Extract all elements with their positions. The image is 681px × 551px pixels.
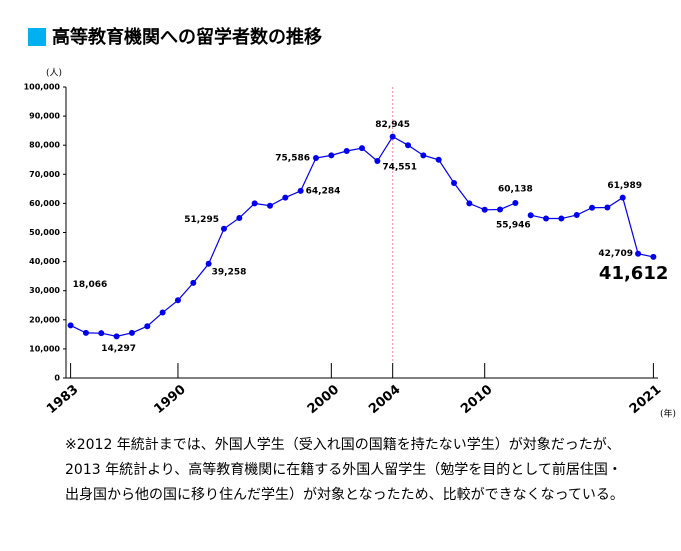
title-marker [28, 28, 46, 46]
data-point [98, 330, 105, 337]
note-line: 2013 年統計より、高等教育機関に在籍する外国人留学生（勉学を目的として前居住… [65, 461, 622, 478]
data-label: 75,586 [275, 154, 310, 164]
data-point [82, 329, 89, 336]
data-point [251, 200, 258, 207]
y-tick-label: 90,000 [29, 112, 60, 121]
data-point [635, 250, 642, 257]
data-point [297, 187, 304, 194]
y-tick-label: 10,000 [29, 344, 60, 353]
data-point [374, 158, 381, 165]
data-point [420, 152, 427, 159]
y-tick-label: 40,000 [29, 257, 60, 266]
y-tick-label: 20,000 [29, 315, 60, 324]
data-point [236, 214, 243, 221]
data-point [359, 145, 365, 152]
data-point [144, 323, 151, 330]
data-point [190, 279, 197, 286]
data-point [619, 194, 626, 201]
data-label: 51,295 [184, 215, 219, 225]
data-point [650, 253, 657, 260]
data-label: 74,551 [382, 163, 417, 173]
data-point [328, 152, 335, 159]
chart-title: 高等教育機関への留学者数の推移 [52, 26, 322, 48]
data-label: 64,284 [306, 186, 341, 196]
data-label: 39,258 [212, 267, 247, 277]
data-point [497, 206, 504, 213]
x-tick-label: 2004 [366, 382, 403, 417]
data-point [573, 212, 580, 219]
y-tick-label: 80,000 [29, 141, 60, 150]
x-tick-label: 1990 [151, 382, 188, 417]
data-point [389, 133, 396, 140]
data-point [543, 215, 550, 222]
data-label: 14,297 [101, 344, 136, 354]
data-label: 42,709 [598, 249, 633, 259]
series-line [70, 135, 516, 338]
y-tick-label: 0 [54, 374, 60, 383]
y-tick-label: 60,000 [29, 199, 60, 208]
x-tick-label: 2000 [305, 382, 342, 417]
data-point [466, 200, 473, 207]
data-label: 61,989 [607, 181, 642, 191]
data-point [527, 212, 534, 219]
data-point [266, 202, 273, 209]
y-tick-label: 30,000 [29, 286, 60, 295]
y-tick-label: 50,000 [29, 228, 60, 237]
data-point [451, 180, 458, 187]
data-point [312, 155, 319, 162]
data-point [405, 142, 412, 149]
x-unit: (年) [660, 408, 676, 420]
data-label: 82,945 [375, 120, 410, 130]
data-point [220, 225, 227, 232]
data-point [512, 199, 519, 206]
data-point [128, 329, 135, 336]
data-point [343, 148, 350, 155]
data-point [67, 322, 74, 329]
data-point [589, 204, 596, 211]
data-point [174, 297, 181, 304]
y-unit: (人) [46, 68, 62, 79]
data-label: 18,066 [73, 280, 108, 290]
y-tick-label: 70,000 [29, 170, 60, 179]
y-tick-label: 100,000 [24, 83, 61, 92]
note-line: 出身国から他の国に移り住んだ学生）が対象となったため、比較ができなくなっている。 [65, 487, 624, 503]
x-tick-label: 2010 [458, 382, 495, 417]
data-point [282, 194, 289, 201]
data-label: 41,612 [599, 263, 668, 284]
data-label: 55,946 [496, 221, 531, 231]
x-tick-label: 1983 [44, 382, 81, 417]
data-point [604, 204, 611, 211]
data-point [113, 333, 120, 340]
note-line: ※2012 年統計までは、外国人学生（受入れ国の国籍を持たない学生）が対象だった… [65, 436, 621, 453]
data-point [205, 260, 212, 267]
x-tick-label: 2021 [627, 382, 664, 417]
data-point [159, 309, 166, 316]
data-point [435, 156, 442, 163]
data-label: 60,138 [498, 184, 533, 194]
data-point [481, 206, 488, 213]
data-point [558, 215, 565, 222]
